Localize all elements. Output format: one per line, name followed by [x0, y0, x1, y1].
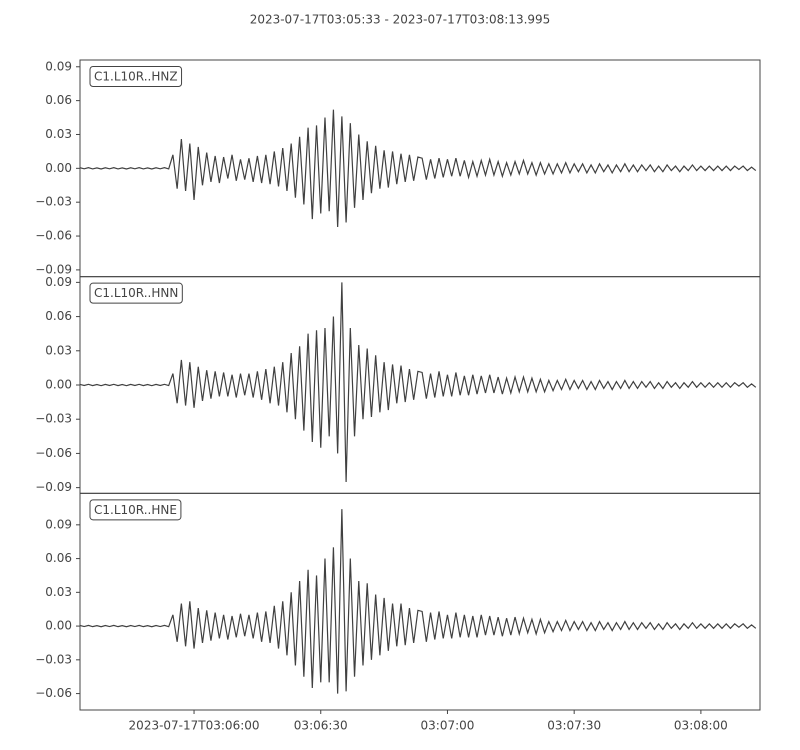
trace-label-box	[89, 499, 182, 521]
y-tick-label: 0.03	[45, 343, 72, 357]
trace-label: C1.L10R..HNE	[94, 503, 177, 517]
y-tick-label: 0.00	[45, 161, 72, 175]
trace-label: C1.L10R..HNN	[94, 286, 178, 300]
y-tick-label: −0.03	[35, 412, 72, 426]
waveform	[80, 109, 757, 228]
y-tick-label: −0.09	[35, 480, 72, 494]
y-tick-label: 0.09	[45, 275, 72, 289]
trace-label: C1.L10R..HNZ	[94, 70, 178, 84]
y-tick-label: 0.00	[45, 619, 72, 633]
y-tick-label: 0.06	[45, 309, 72, 323]
y-tick-label: −0.06	[35, 229, 72, 243]
y-tick-label: 0.03	[45, 585, 72, 599]
x-tick-label: 03:08:00	[674, 719, 728, 733]
x-tick-label: 03:07:00	[421, 719, 475, 733]
y-tick-label: −0.03	[35, 195, 72, 209]
trace-label-box	[89, 282, 183, 304]
x-tick-label: 03:07:30	[547, 719, 601, 733]
y-tick-label: 0.09	[45, 517, 72, 531]
panel-frame	[79, 492, 761, 711]
y-tick-label: 0.09	[45, 59, 72, 73]
y-tick-label: 0.03	[45, 127, 72, 141]
y-tick-label: −0.03	[35, 652, 72, 666]
x-tick-label: 2023-07-17T03:06:00	[129, 719, 260, 733]
waveform	[80, 509, 757, 694]
y-tick-label: −0.06	[35, 446, 72, 460]
y-tick-label: −0.06	[35, 686, 72, 700]
y-tick-label: 0.00	[45, 378, 72, 392]
x-tick-label: 03:06:30	[294, 719, 348, 733]
panel-frame	[79, 59, 761, 278]
panel-frame	[79, 276, 761, 494]
figure-title: 2023-07-17T03:05:33 - 2023-07-17T03:08:1…	[250, 13, 551, 27]
y-tick-label: 0.06	[45, 551, 72, 565]
y-tick-label: 0.06	[45, 93, 72, 107]
y-tick-label: −0.09	[35, 262, 72, 276]
trace-label-box	[89, 66, 183, 87]
waveform	[80, 282, 757, 482]
